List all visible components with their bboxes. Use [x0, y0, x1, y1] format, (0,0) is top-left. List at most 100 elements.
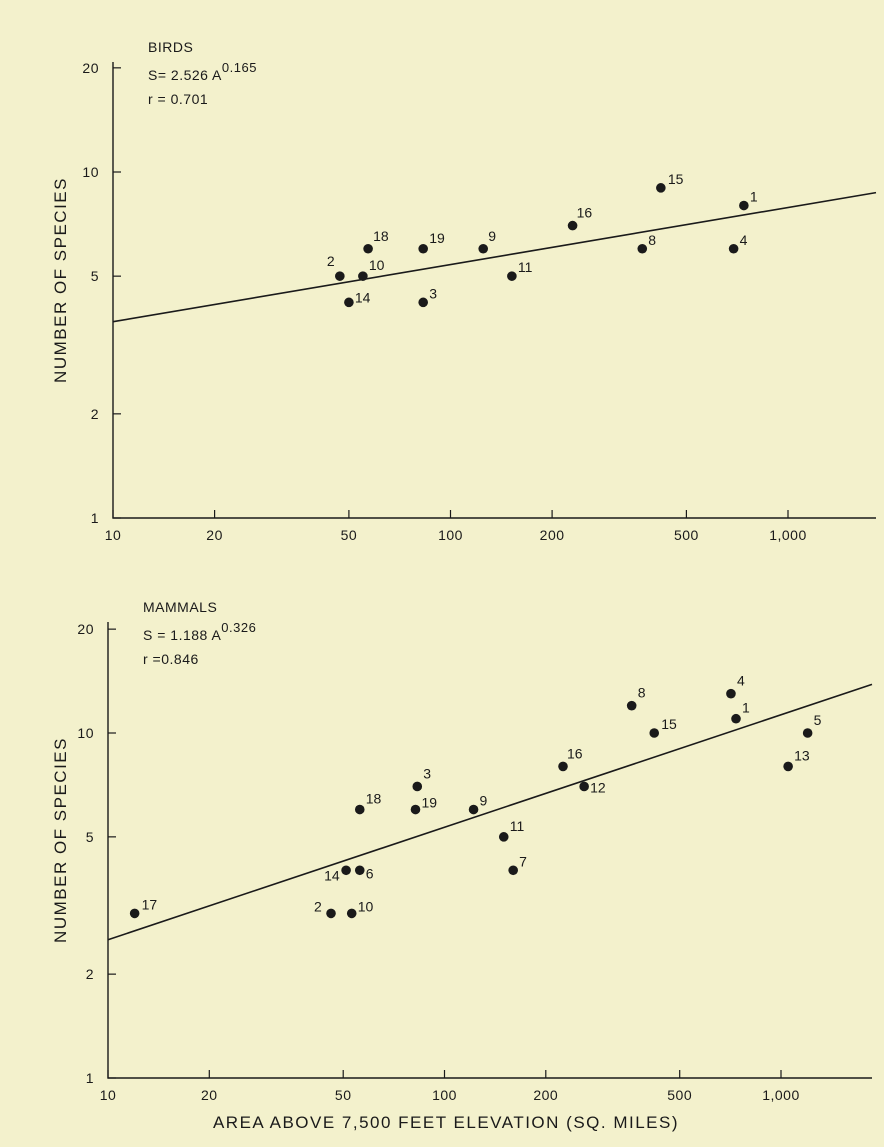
birds-point-label-16: 16 [577, 205, 593, 221]
mammals-point-2 [326, 908, 336, 919]
birds-ytick-label: 20 [82, 60, 99, 76]
birds-xtick-label: 200 [540, 527, 565, 543]
mammals-point-3 [412, 781, 423, 792]
birds-point-label-2: 2 [327, 253, 335, 269]
mammals-point-4 [726, 688, 736, 699]
mammals-point-7 [508, 865, 518, 876]
mammals-xtick-label: 1,000 [762, 1087, 800, 1103]
mammals-point-14 [341, 865, 351, 876]
birds-point-11 [507, 271, 517, 281]
birds-axes [112, 62, 876, 519]
mammals-xlabel: AREA ABOVE 7,500 FEET ELEVATION (SQ. MIL… [213, 1113, 679, 1132]
birds-fit-line [112, 191, 877, 323]
birds-ytick-label: 2 [91, 406, 99, 422]
birds-point-label-11: 11 [518, 259, 533, 275]
birds-point-label-18: 18 [373, 228, 389, 244]
birds-r-value: r = 0.701 [148, 91, 208, 107]
birds-point-label-3: 3 [429, 285, 437, 301]
mammals-point-12 [579, 781, 589, 792]
birds-xtick-label: 10 [105, 527, 122, 543]
mammals-point-5 [802, 728, 813, 738]
birds-xtick-label: 100 [438, 527, 463, 543]
mammals-point-label-16: 16 [567, 745, 583, 761]
birds-point-label-10: 10 [369, 257, 385, 273]
mammals-point-8 [626, 700, 637, 711]
mammals-ytick-label: 20 [77, 621, 94, 637]
birds-xtick-label: 20 [206, 527, 223, 543]
mammals-xtick-label: 200 [533, 1087, 558, 1103]
mammals-point-16 [558, 761, 568, 772]
mammals-point-6 [354, 865, 365, 876]
birds-point-label-15: 15 [668, 171, 684, 187]
birds-point-label-9: 9 [488, 228, 496, 244]
mammals-ytick-label: 5 [86, 829, 94, 845]
birds-xtick-label: 50 [341, 527, 358, 543]
mammals-point-label-12: 12 [590, 779, 606, 795]
mammals-xtick-label: 50 [335, 1087, 352, 1103]
mammals-point-label-9: 9 [480, 793, 488, 809]
mammals-ytick-label: 10 [77, 725, 94, 741]
mammals-point-label-8: 8 [638, 685, 646, 701]
mammals-point-label-1: 1 [742, 700, 750, 716]
mammals-point-label-11: 11 [510, 818, 525, 834]
birds-point-18 [363, 243, 373, 254]
mammals-xtick-label: 500 [667, 1087, 692, 1103]
birds-point-1 [739, 200, 749, 211]
mammals-exponent: 0.326 [221, 620, 256, 635]
mammals-ylabel: NUMBER OF SPECIES [51, 737, 70, 943]
mammals-axes [107, 622, 872, 1079]
mammals-point-label-18: 18 [366, 791, 382, 807]
birds-point-14 [344, 297, 354, 308]
birds-point-9 [478, 243, 489, 254]
mammals-point-label-15: 15 [661, 716, 677, 732]
birds-point-label-14: 14 [355, 289, 371, 305]
birds-xtick-label: 500 [674, 527, 699, 543]
mammals-fit-line [107, 683, 873, 941]
mammals-point-10 [346, 908, 357, 919]
mammals-point-17 [129, 908, 140, 919]
birds-point-3 [418, 297, 428, 308]
mammals-point-18 [354, 804, 365, 815]
birds-exponent: 0.165 [222, 60, 257, 75]
mammals-point-label-5: 5 [814, 712, 822, 728]
birds-point-19 [418, 243, 428, 254]
birds-equation: S= 2.526 A0.165 [148, 60, 257, 83]
birds-point-10 [358, 271, 368, 281]
birds-point-label-19: 19 [429, 230, 445, 246]
mammals-xtick-label: 20 [201, 1087, 218, 1103]
birds-ytick-label: 1 [91, 510, 99, 526]
mammals-point-label-13: 13 [794, 747, 810, 763]
mammals-r-value: r =0.846 [143, 651, 199, 667]
mammals-ytick-label: 1 [86, 1070, 94, 1086]
mammals-point-label-7: 7 [519, 853, 527, 869]
birds-ytick-label: 5 [91, 268, 99, 284]
mammals-point-9 [468, 804, 479, 815]
mammals-point-label-6: 6 [366, 865, 374, 881]
birds-ytick-label: 10 [82, 164, 99, 180]
birds-point-label-1: 1 [750, 189, 758, 205]
mammals-point-19 [410, 804, 421, 815]
mammals-point-label-19: 19 [421, 795, 437, 811]
mammals-equation: S = 1.188 A0.326 [143, 620, 256, 643]
mammals-point-label-4: 4 [737, 673, 745, 689]
birds-ylabel: NUMBER OF SPECIES [51, 177, 70, 383]
birds-point-label-8: 8 [648, 232, 656, 248]
mammals-point-label-3: 3 [423, 765, 431, 781]
birds-point-4 [728, 243, 739, 254]
mammals-point-11 [498, 832, 509, 842]
mammals-point-label-10: 10 [358, 898, 374, 914]
birds-point-label-4: 4 [740, 232, 748, 248]
mammals-point-label-14: 14 [324, 867, 340, 883]
birds-point-15 [656, 183, 666, 193]
birds-point-8 [637, 243, 648, 254]
birds-title: BIRDS [148, 39, 193, 55]
mammals-point-label-17: 17 [142, 896, 158, 912]
mammals-point-13 [783, 761, 793, 772]
birds-xtick-label: 1,000 [769, 527, 807, 543]
mammals-title: MAMMALS [143, 599, 217, 615]
birds-point-2 [335, 271, 345, 281]
mammals-ytick-label: 2 [86, 966, 94, 982]
mammals-xtick-label: 100 [432, 1087, 457, 1103]
mammals-xtick-label: 10 [100, 1087, 117, 1103]
